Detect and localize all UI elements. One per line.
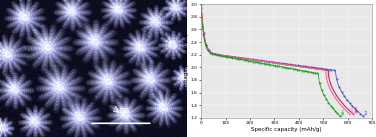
2nd xyxy=(199,5,203,7)
1st xyxy=(199,5,203,6)
2nd xyxy=(272,62,277,64)
2nd xyxy=(282,63,286,65)
Text: 3rd: 3rd xyxy=(351,107,355,113)
Text: 5th: 5th xyxy=(341,108,346,115)
Line: 3rd: 3rd xyxy=(201,7,350,115)
X-axis label: Specific capacity (mAh/g): Specific capacity (mAh/g) xyxy=(252,127,322,132)
Text: 1st: 1st xyxy=(365,109,368,115)
3rd xyxy=(271,62,275,64)
3rd xyxy=(321,69,326,71)
Y-axis label: Voltage (V vs. Li⁺/Li): Voltage (V vs. Li⁺/Li) xyxy=(184,33,190,89)
1st xyxy=(358,112,362,114)
Line: 5th: 5th xyxy=(201,7,341,117)
5th xyxy=(313,72,318,74)
3rd xyxy=(288,64,292,66)
1st xyxy=(332,69,337,71)
1st xyxy=(287,63,291,65)
3rd xyxy=(348,114,353,115)
5th xyxy=(338,116,343,117)
5th xyxy=(266,64,270,65)
Line: 1st: 1st xyxy=(201,5,364,117)
Text: 4μm: 4μm xyxy=(112,106,130,115)
2nd xyxy=(352,114,356,115)
5th xyxy=(265,63,270,65)
3rd xyxy=(199,6,203,7)
1st xyxy=(277,62,282,64)
1st xyxy=(361,116,366,117)
3rd xyxy=(270,62,274,64)
1st xyxy=(276,62,280,64)
5th xyxy=(282,66,287,68)
5th xyxy=(274,65,279,67)
3rd xyxy=(280,63,284,65)
Text: 2nd: 2nd xyxy=(355,105,359,113)
Line: 2nd: 2nd xyxy=(201,6,354,115)
2nd xyxy=(324,69,329,71)
5th xyxy=(335,112,340,114)
3rd xyxy=(344,110,349,112)
2nd xyxy=(348,111,352,112)
5th xyxy=(199,7,203,9)
2nd xyxy=(271,62,276,64)
1st xyxy=(296,65,300,66)
2nd xyxy=(290,65,294,66)
